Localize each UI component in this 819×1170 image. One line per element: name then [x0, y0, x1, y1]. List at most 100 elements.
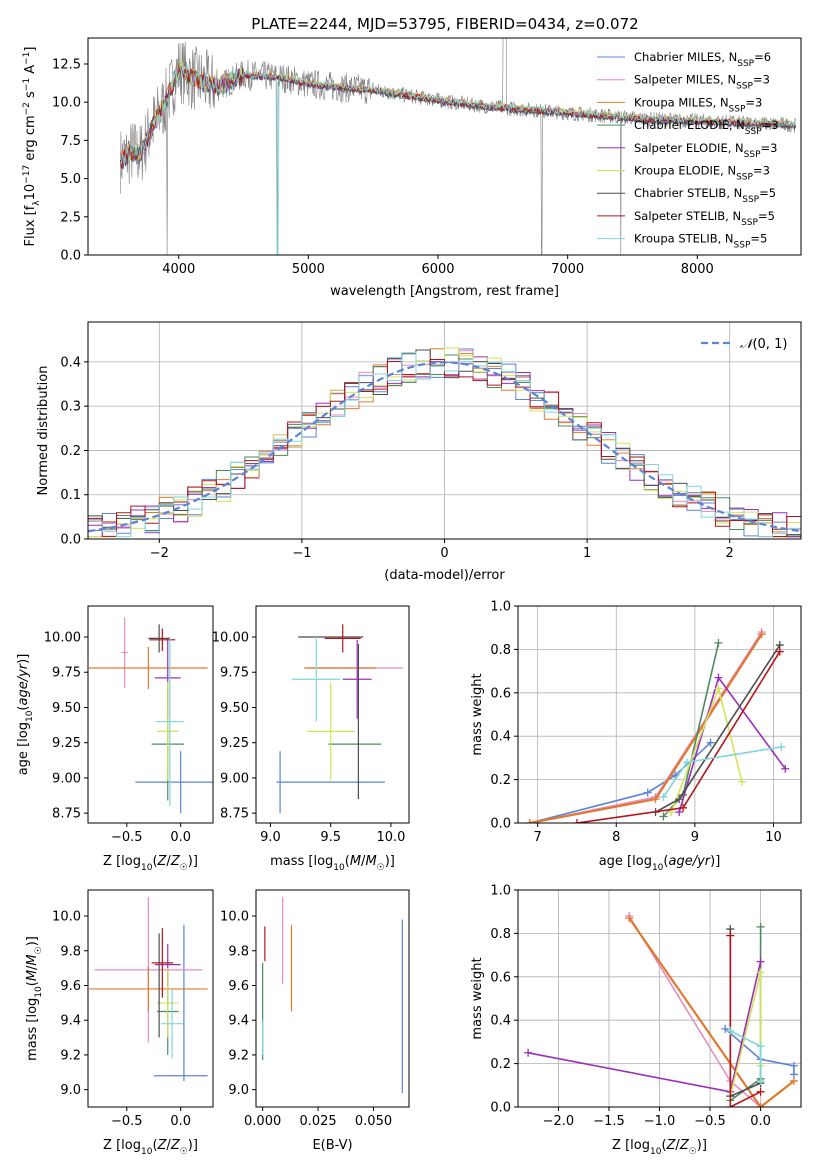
weight-vs-age-lines [525, 628, 790, 823]
y-tick-label: 8.75 [220, 807, 249, 822]
y-tick-label: 10.0 [52, 910, 81, 925]
y-tick-label: 0.8 [490, 927, 511, 942]
x-tick-label: 0.050 [355, 1114, 392, 1129]
age-vs-mass-xlabel: mass [log10(M/M☉)] [270, 854, 395, 873]
legend-label: Chabrier STELIB, NSSP=5 [634, 186, 776, 205]
spectrum-legend: Chabrier MILES, NSSP=6 Salpeter MILES, NS… [597, 50, 779, 251]
y-tick-label: 9.2 [60, 1048, 81, 1063]
y-tick-label: 9.50 [52, 701, 81, 716]
observed-spectrum [120, 38, 796, 255]
x-tick-label: 0.000 [244, 1114, 281, 1129]
age-vs-Z-axes: −0.5 0.0 8.75 9.00 9.25 9.50 9.75 10.00 [44, 631, 191, 846]
weight-line [529, 742, 712, 823]
x-tick-label: −1.0 [644, 1114, 676, 1129]
y-tick-label: 9.75 [52, 666, 81, 681]
x-tick-label: 9.5 [320, 830, 341, 845]
mass-vs-Z-points [89, 896, 208, 1081]
x-tick-label: 10.0 [376, 830, 405, 845]
y-tick-label: 0.2 [490, 1057, 511, 1072]
spectrum-xlabel: wavelength [Angstrom, rest frame] [330, 284, 559, 299]
weight-line [628, 917, 795, 1107]
y-tick-label: 0.0 [490, 817, 511, 832]
legend-label: Kroupa STELIB, NSSP=5 [634, 232, 767, 251]
weight-marker [756, 1042, 765, 1051]
y-tick-label: 0.8 [490, 643, 511, 658]
weight-line [576, 651, 781, 823]
y-tick-label: 9.2 [228, 1048, 249, 1063]
y-tick-label: 9.75 [220, 666, 249, 681]
y-tick-label: 10.00 [44, 631, 81, 646]
weight-marker [789, 1061, 798, 1070]
x-tick-label: 10 [765, 830, 782, 845]
x-tick-label: 7 [534, 830, 542, 845]
legend-label: Kroupa ELODIE, NSSP=3 [634, 164, 770, 183]
spectrum-lines [120, 38, 796, 255]
x-tick-label: 8000 [681, 262, 714, 277]
weight-marker [756, 968, 765, 977]
age-vs-Z-xlabel: Z [log10(Z/Z☉)] [103, 854, 198, 873]
weight-vs-Z-ylabel: mass weight [470, 957, 485, 1039]
y-tick-label: 0.4 [490, 730, 511, 745]
weight-marker [625, 914, 634, 923]
y-tick-label: 0.6 [490, 970, 511, 985]
legend-label: Chabrier MILES, NSSP=6 [634, 50, 771, 69]
weight-marker [706, 738, 715, 747]
model-spectrum-line [120, 67, 796, 169]
y-tick-label: 9.0 [228, 1083, 249, 1098]
weight-marker [659, 792, 668, 801]
x-tick-label: −0.5 [694, 1114, 726, 1129]
weight-marker [738, 777, 747, 786]
weight-marker [781, 764, 790, 773]
weight-vs-age-ylabel: mass weight [470, 673, 485, 755]
x-tick-label: −2.0 [543, 1114, 575, 1129]
legend-label: Salpeter STELIB, NSSP=5 [634, 209, 775, 228]
model-spectrum-line [120, 60, 796, 255]
y-tick-label: 0.0 [60, 533, 81, 548]
mass-vs-Z-xlabel: Z [log10(Z/Z☉)] [103, 1138, 198, 1157]
weight-vs-age-xlabel: age [log10(age/yr)] [599, 854, 721, 873]
y-tick-label: 0.1 [60, 488, 81, 503]
weight-marker [675, 795, 684, 804]
weight-marker [756, 957, 765, 966]
weight-vs-Z-xlabel: Z [log10(Z/Z☉)] [612, 1138, 707, 1157]
legend-label: 𝒩(0, 1) [740, 337, 787, 352]
figure-title: PLATE=2244, MJD=53795, FIBERID=0434, z=0… [251, 15, 638, 33]
y-tick-label: 0.3 [60, 400, 81, 415]
y-tick-label: 0.6 [490, 686, 511, 701]
y-tick-label: 9.25 [52, 736, 81, 751]
y-tick-label: 0.0 [60, 249, 81, 264]
x-tick-label: 0.025 [299, 1114, 336, 1129]
age-vs-Z-frame [87, 605, 214, 824]
y-tick-label: 0.2 [490, 773, 511, 788]
weight-marker [572, 819, 581, 823]
weight-marker [756, 922, 765, 931]
weight-marker [679, 803, 688, 812]
weight-marker [777, 743, 786, 752]
weight-marker [714, 684, 723, 693]
y-tick-label: 9.8 [228, 944, 249, 959]
weight-vs-Z-axes: −2.0 −1.5 −1.0 −0.5 0.0 0.0 0.2 0.4 0.6 0.8 1.0 [490, 884, 801, 1129]
y-tick-label: 8.75 [52, 807, 81, 822]
y-tick-label: 0.4 [60, 355, 81, 370]
y-tick-label: 9.8 [60, 944, 81, 959]
x-tick-label: −1 [292, 546, 311, 561]
x-tick-label: 0.0 [750, 1114, 771, 1129]
spectrum-ylabel: Flux [fλ10−17 erg cm−2 s−1 A−1] [22, 47, 42, 247]
weight-vs-Z-lines [524, 912, 798, 1107]
weight-marker [757, 630, 766, 639]
legend-label: Chabrier ELODIE, NSSP=3 [634, 118, 779, 137]
x-tick-label: −0.5 [111, 830, 143, 845]
weight-marker [726, 1103, 735, 1107]
x-tick-label: 2 [726, 546, 734, 561]
y-tick-label: 12.5 [52, 57, 81, 72]
weight-line [529, 633, 763, 823]
x-tick-label: 4000 [162, 262, 195, 277]
y-tick-label: 0.0 [490, 1101, 511, 1116]
y-tick-label: 9.00 [52, 771, 81, 786]
mass-vs-Z-axes: −0.5 0.0 9.0 9.2 9.4 9.6 9.8 10.0 [52, 910, 191, 1129]
x-tick-label: 0.0 [170, 1114, 191, 1129]
x-tick-label: −0.5 [111, 1114, 143, 1129]
y-tick-label: 2.5 [60, 210, 81, 225]
weight-marker [714, 673, 723, 682]
